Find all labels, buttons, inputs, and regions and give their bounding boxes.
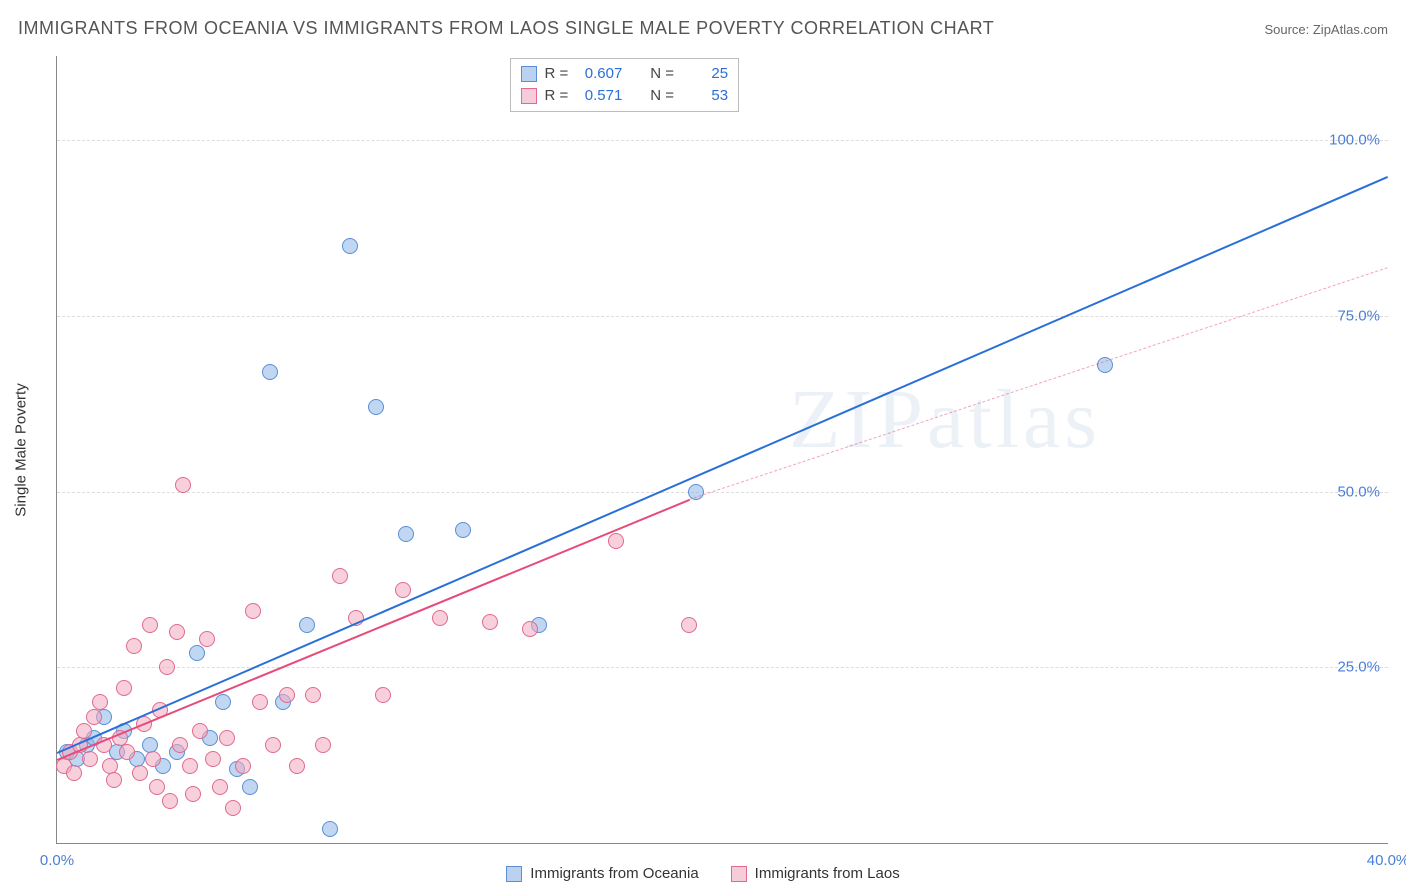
data-point: [289, 758, 305, 774]
y-tick-label: 100.0%: [1329, 132, 1380, 149]
data-point: [86, 709, 102, 725]
r-label: R =: [545, 85, 569, 107]
data-point: [279, 687, 295, 703]
gridline: [57, 140, 1388, 141]
data-point: [66, 765, 82, 781]
y-tick-label: 50.0%: [1337, 483, 1380, 500]
source-label: Source:: [1264, 22, 1312, 37]
data-point: [149, 779, 165, 795]
r-value: 0.571: [576, 85, 622, 107]
data-point: [395, 582, 411, 598]
data-point: [159, 659, 175, 675]
legend-label: Immigrants from Laos: [755, 865, 900, 882]
source-credit: Source: ZipAtlas.com: [1264, 22, 1388, 37]
legend-item: Immigrants from Oceania: [506, 865, 698, 882]
data-point: [219, 730, 235, 746]
data-point: [245, 603, 261, 619]
data-point: [126, 638, 142, 654]
data-point: [522, 621, 538, 637]
data-point: [299, 617, 315, 633]
data-point: [455, 522, 471, 538]
title-bar: IMMIGRANTS FROM OCEANIA VS IMMIGRANTS FR…: [18, 18, 1388, 39]
data-point: [172, 737, 188, 753]
series-legend: Immigrants from Oceania Immigrants from L…: [0, 865, 1406, 882]
data-point: [145, 751, 161, 767]
trend-line: [689, 267, 1388, 500]
data-point: [92, 694, 108, 710]
data-point: [199, 631, 215, 647]
data-point: [262, 364, 278, 380]
data-point: [119, 744, 135, 760]
y-tick-label: 75.0%: [1337, 307, 1380, 324]
data-point: [608, 533, 624, 549]
data-point: [76, 723, 92, 739]
stat-row: R = 0.607 N = 25: [521, 63, 729, 85]
n-value: 53: [682, 85, 728, 107]
gridline: [57, 492, 1388, 493]
data-point: [332, 568, 348, 584]
plot-wrap: Single Male Poverty ZIPatlas R =0.607N =…: [56, 56, 1388, 844]
y-tick-label: 25.0%: [1337, 659, 1380, 676]
data-point: [242, 779, 258, 795]
watermark: ZIPatlas: [789, 371, 1101, 468]
data-point: [375, 687, 391, 703]
data-point: [205, 751, 221, 767]
legend-item: Immigrants from Laos: [731, 865, 900, 882]
data-point: [398, 526, 414, 542]
chart-title: IMMIGRANTS FROM OCEANIA VS IMMIGRANTS FR…: [18, 18, 994, 39]
data-point: [116, 680, 132, 696]
stat-row: R = 0.571 N = 53: [521, 85, 729, 107]
data-point: [315, 737, 331, 753]
data-point: [368, 399, 384, 415]
data-point: [215, 694, 231, 710]
data-point: [322, 821, 338, 837]
source-value: ZipAtlas.com: [1313, 22, 1388, 37]
data-point: [175, 477, 191, 493]
scatter-plot: Single Male Poverty ZIPatlas R =0.607N =…: [56, 56, 1388, 844]
data-point: [185, 786, 201, 802]
gridline: [57, 316, 1388, 317]
data-point: [162, 793, 178, 809]
data-point: [182, 758, 198, 774]
data-point: [681, 617, 697, 633]
r-label: R =: [545, 63, 569, 85]
y-axis-label: Single Male Poverty: [13, 383, 30, 516]
legend-swatch: [731, 866, 747, 882]
data-point: [235, 758, 251, 774]
data-point: [192, 723, 208, 739]
n-label: N =: [650, 63, 674, 85]
data-point: [482, 614, 498, 630]
data-point: [132, 765, 148, 781]
data-point: [432, 610, 448, 626]
data-point: [106, 772, 122, 788]
data-point: [225, 800, 241, 816]
data-point: [189, 645, 205, 661]
legend-swatch: [521, 88, 537, 104]
data-point: [342, 238, 358, 254]
data-point: [169, 624, 185, 640]
legend-label: Immigrants from Oceania: [530, 865, 698, 882]
legend-swatch: [521, 66, 537, 82]
legend-swatch: [506, 866, 522, 882]
correlation-stats-box: R = 0.607 N = 25 R = 0.571 N = 53: [510, 58, 740, 112]
data-point: [142, 617, 158, 633]
data-point: [252, 694, 268, 710]
data-point: [305, 687, 321, 703]
data-point: [82, 751, 98, 767]
r-value: 0.607: [576, 63, 622, 85]
n-label: N =: [650, 85, 674, 107]
n-value: 25: [682, 63, 728, 85]
data-point: [212, 779, 228, 795]
data-point: [265, 737, 281, 753]
